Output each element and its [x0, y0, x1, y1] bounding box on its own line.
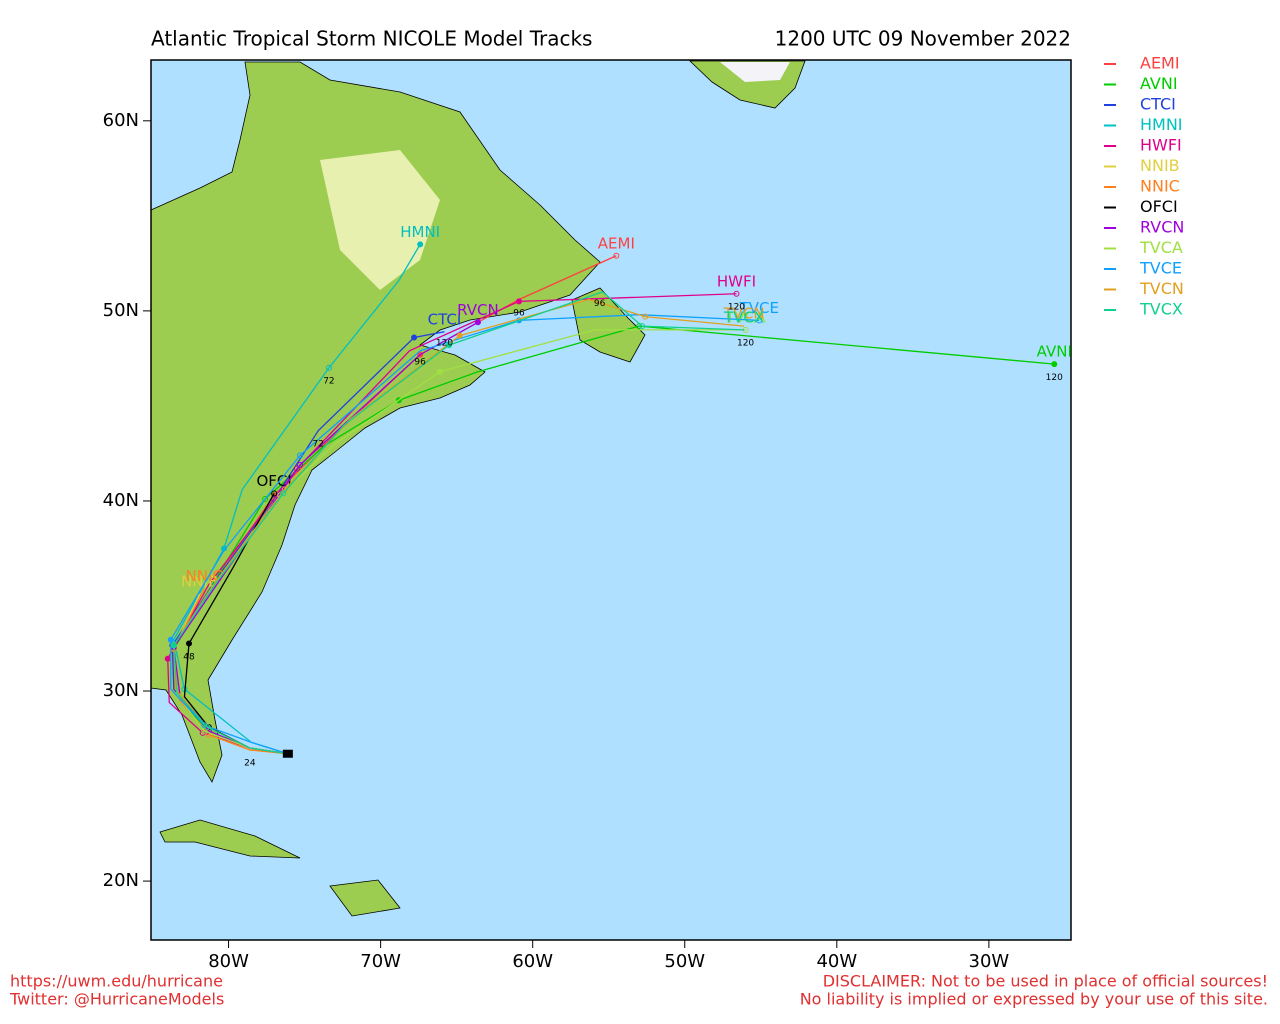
- hour-label: 72: [313, 439, 324, 449]
- hour-label: 96: [594, 299, 606, 309]
- track-point: [297, 452, 304, 459]
- hour-label: 120: [728, 303, 745, 313]
- track-point: [411, 334, 418, 341]
- model-track: [170, 314, 760, 755]
- hour-label: 120: [737, 339, 754, 349]
- track-point: [474, 319, 481, 326]
- highland: [320, 150, 440, 290]
- hour-label: 48: [183, 652, 195, 662]
- track-end-label: TVCE: [739, 299, 779, 317]
- hispaniola: [329, 879, 401, 917]
- legend-label: NNIC: [1140, 177, 1180, 196]
- track-point: [1051, 361, 1058, 368]
- x-tick-label: 40W: [816, 951, 857, 972]
- y-tick-label: 30N: [103, 680, 139, 701]
- storm-position: [282, 749, 293, 758]
- track-point: [167, 636, 174, 643]
- x-tick-label: 30W: [969, 951, 1010, 972]
- legend-label: HWFI: [1140, 136, 1182, 155]
- x-tick-label: 50W: [664, 951, 705, 972]
- subtitle: 1200 UTC 09 November 2022: [775, 27, 1071, 51]
- track-point: [639, 323, 646, 330]
- track-end-label: AEMI: [598, 234, 635, 252]
- track-point: [325, 364, 332, 371]
- track-point: [417, 241, 424, 248]
- y-tick-label: 40N: [103, 490, 139, 511]
- legend-label: AEMI: [1140, 54, 1180, 73]
- title: Atlantic Tropical Storm NICOLE Model Tra…: [151, 27, 592, 51]
- hour-label: 120: [1046, 373, 1063, 383]
- track-end-label: TVCX: [723, 308, 764, 326]
- track-end-label: TVCA: [724, 308, 766, 326]
- x-tick-label: 80W: [208, 951, 249, 972]
- track-point: [271, 490, 278, 497]
- legend-label: RVCN: [1140, 218, 1184, 237]
- track-point: [436, 368, 443, 375]
- cuba: [159, 819, 301, 859]
- track-end-label: HWFI: [717, 272, 756, 290]
- track-point: [733, 290, 740, 297]
- track-end-label: HMNI: [400, 223, 440, 241]
- footer-disclaimer: DISCLAIMER: Not to be used in place of o…: [823, 972, 1268, 991]
- track-point: [201, 727, 208, 734]
- x-tick-label: 70W: [360, 951, 401, 972]
- legend-label: TVCX: [1139, 300, 1183, 319]
- track-point: [446, 342, 453, 349]
- track-end-label: NNIB: [181, 573, 218, 591]
- track-point: [297, 461, 304, 468]
- track-point: [613, 252, 620, 259]
- legend-label: TVCA: [1139, 238, 1183, 257]
- track-end-label: RVCN: [457, 301, 499, 319]
- y-tick-label: 60N: [103, 110, 139, 131]
- legend-label: CTCI: [1140, 95, 1176, 114]
- track-end-label: NNIC: [186, 567, 223, 585]
- y-tick-label: 20N: [103, 870, 139, 891]
- track-end-label: AVNI: [1037, 343, 1072, 361]
- track-point: [456, 332, 463, 339]
- track-point: [186, 640, 193, 647]
- track-point: [170, 642, 177, 649]
- footer-url: https://uwm.edu/hurricane: [10, 972, 223, 991]
- track-point: [280, 490, 287, 497]
- legend-label: TVCN: [1139, 279, 1184, 298]
- legend-label: TVCE: [1139, 259, 1182, 278]
- track-point: [293, 465, 300, 472]
- legend-label: NNIB: [1140, 156, 1180, 175]
- map-frame: [150, 59, 1072, 941]
- hour-label: 72: [323, 377, 334, 387]
- legend-label: OFCI: [1140, 197, 1178, 216]
- track-point: [164, 655, 171, 662]
- model-track: [173, 291, 745, 755]
- track-point: [642, 313, 649, 320]
- footer-twitter: Twitter: @HurricaneModels: [9, 990, 224, 1009]
- legend-label: AVNI: [1140, 74, 1178, 93]
- track-point: [262, 496, 269, 503]
- x-tick-label: 60W: [512, 951, 553, 972]
- track-end-label: TVCN: [722, 305, 764, 323]
- hour-label: 24: [244, 759, 256, 769]
- y-tick-label: 50N: [103, 300, 139, 321]
- hour-label: 96: [513, 308, 525, 318]
- track-point: [516, 298, 522, 305]
- track-point: [204, 724, 211, 731]
- track-point: [756, 317, 763, 324]
- legend-label: HMNI: [1140, 115, 1183, 134]
- hour-label: 120: [436, 339, 453, 349]
- land: [150, 60, 806, 917]
- ice-cap: [720, 62, 790, 82]
- track-end-label: CTCI: [428, 310, 462, 328]
- hour-label: 96: [414, 358, 426, 368]
- footer-liability: No liability is implied or expressed by …: [800, 990, 1268, 1009]
